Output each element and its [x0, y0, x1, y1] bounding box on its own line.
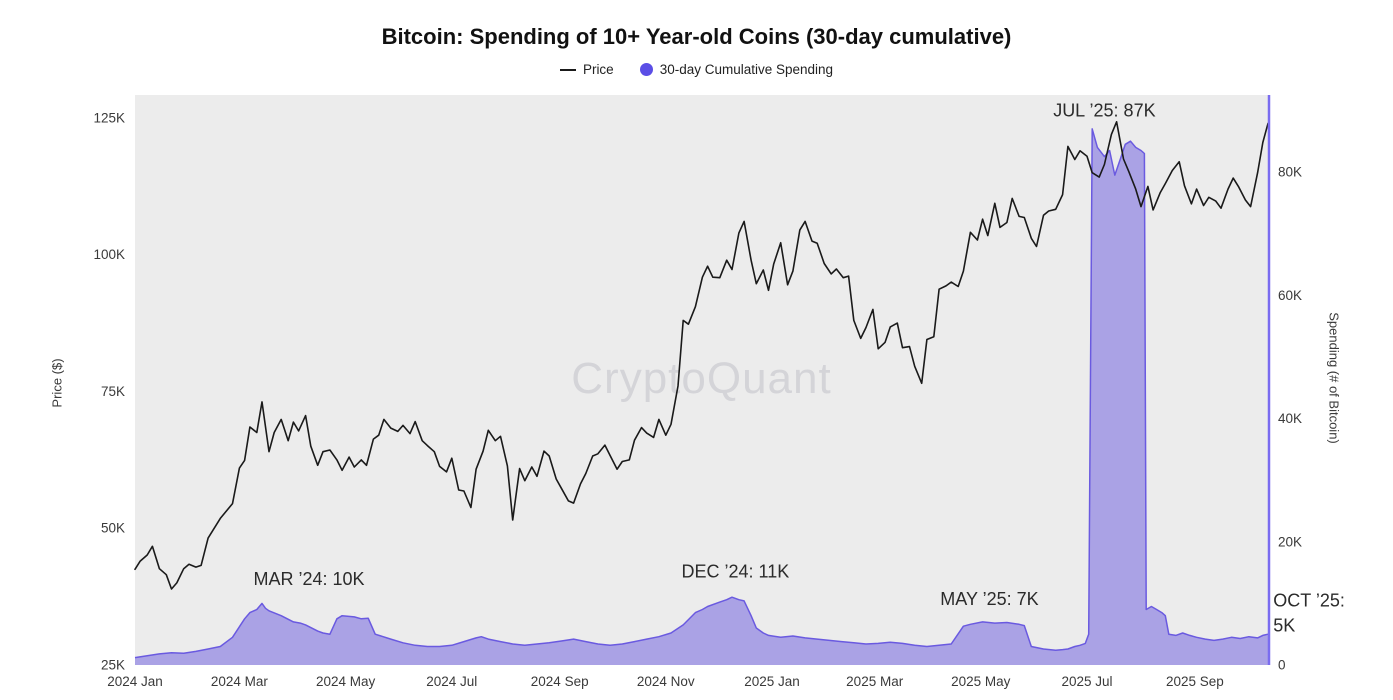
spending-tick-label: 0 — [1278, 658, 1286, 673]
price-tick-label: 50K — [101, 521, 125, 536]
legend-item-spending[interactable]: 30-day Cumulative Spending — [639, 62, 834, 77]
spending-area — [135, 128, 1268, 665]
spending-dot-icon — [639, 63, 653, 76]
spending-tick-label: 20K — [1278, 534, 1302, 549]
x-tick-label: 2025 Sep — [1166, 674, 1224, 689]
annotation-label: 5K — [1273, 616, 1295, 636]
annotation-label: DEC ’24: 11K — [682, 562, 790, 582]
annotation-label: JUL ’25: 87K — [1053, 101, 1155, 121]
legend-label-price: Price — [582, 62, 614, 77]
annotation-label: MAY ’25: 7K — [940, 589, 1038, 609]
spending-tick-label: 80K — [1278, 165, 1302, 180]
x-tick-label: 2024 May — [316, 674, 376, 689]
x-tick-label: 2025 Mar — [846, 674, 904, 689]
annotation-label: MAR ’24: 10K — [253, 569, 364, 589]
cryptoquant-watermark: CryptoQuant — [571, 354, 831, 403]
price-tick-label: 100K — [93, 247, 125, 262]
x-tick-label: 2025 Jan — [744, 674, 800, 689]
spending-outline — [134, 128, 1269, 659]
price-tick-label: 25K — [101, 658, 125, 673]
plot-area[interactable] — [135, 95, 1268, 665]
price-line-icon — [559, 68, 576, 71]
chart-legend: Price 30-day Cumulative Spending — [0, 62, 1393, 77]
price-line — [134, 121, 1269, 590]
spending-tick-label: 40K — [1278, 411, 1302, 426]
price-tick-label: 125K — [93, 111, 125, 126]
x-tick-label: 2024 Jul — [426, 674, 477, 689]
x-tick-label: 2024 Sep — [531, 674, 589, 689]
chart-title: Bitcoin: Spending of 10+ Year-old Coins … — [381, 24, 1012, 49]
x-tick-label: 2024 Nov — [637, 674, 695, 689]
price-tick-label: 75K — [101, 384, 125, 399]
x-tick-label: 2025 Jul — [1061, 674, 1112, 689]
legend-label-spending: 30-day Cumulative Spending — [659, 62, 834, 77]
spending-tick-label: 60K — [1278, 288, 1302, 303]
annotation-label: OCT ’25: — [1273, 591, 1345, 611]
x-tick-label: 2024 Jan — [107, 674, 163, 689]
x-tick-label: 2024 Mar — [211, 674, 269, 689]
legend-item-price[interactable]: Price — [559, 62, 614, 77]
x-tick-label: 2025 May — [951, 674, 1011, 689]
